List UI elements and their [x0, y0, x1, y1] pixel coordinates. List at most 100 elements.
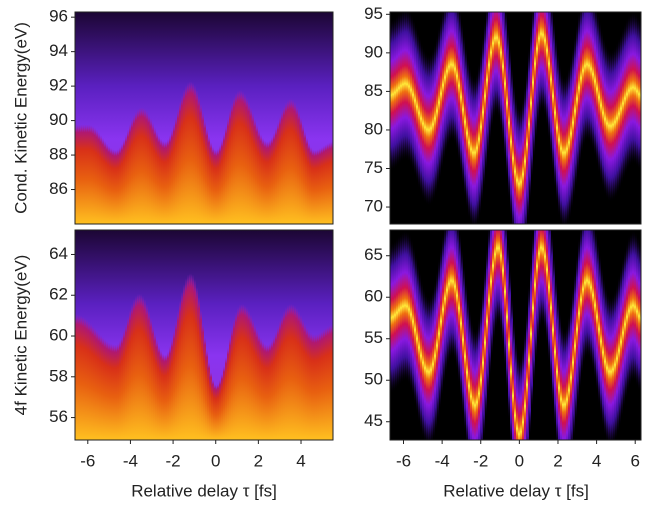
heat-column	[466, 56, 469, 210]
heat-column	[396, 237, 399, 389]
heat-column	[283, 105, 286, 224]
heat-column	[279, 116, 282, 224]
heat-column	[185, 278, 188, 440]
heat-column	[75, 314, 78, 440]
heat-column	[634, 231, 637, 383]
heat-column	[424, 50, 427, 204]
plot-frame	[74, 229, 334, 441]
heat-column	[193, 85, 196, 224]
heat-column	[137, 108, 140, 224]
heat-column	[91, 325, 94, 440]
heat-column	[582, 12, 585, 147]
heat-column	[610, 49, 613, 203]
heat-column	[305, 326, 308, 440]
heat-column	[538, 12, 541, 115]
heat-column	[580, 230, 583, 376]
heat-column	[109, 343, 112, 440]
x-tick-label: -6	[80, 451, 95, 470]
heat-column	[406, 230, 409, 382]
x-tick-label: 6	[630, 451, 639, 470]
heat-column	[550, 12, 553, 156]
heat-column	[123, 139, 126, 224]
heat-column	[538, 230, 541, 330]
heat-column	[632, 12, 635, 164]
heat-column	[492, 12, 495, 120]
heat-column	[265, 344, 268, 440]
y-tick-label: 90	[364, 42, 383, 61]
heat-column	[392, 241, 395, 393]
heat-column	[99, 134, 102, 224]
heat-column	[285, 102, 288, 224]
heat-column	[313, 150, 316, 224]
heat-column	[169, 135, 172, 224]
heat-column	[289, 303, 292, 440]
x-axis-label: Relative delay τ [fs]	[131, 481, 277, 500]
heat-column	[586, 12, 589, 141]
heat-column	[398, 12, 401, 165]
heat-column	[504, 12, 507, 161]
heat-column	[221, 140, 224, 224]
x-tick-label: 0	[515, 451, 524, 470]
heat-column	[414, 24, 417, 177]
heat-column	[484, 19, 487, 173]
heat-column	[630, 231, 633, 383]
heat-column	[410, 13, 413, 167]
heat-column	[153, 127, 156, 224]
heat-column	[454, 230, 457, 363]
heat-column	[231, 327, 234, 440]
heat-column	[566, 323, 569, 440]
heat-column	[221, 373, 224, 440]
heat-column	[454, 12, 457, 146]
heat-column	[239, 304, 242, 440]
heat-column	[305, 137, 308, 224]
heat-column	[313, 334, 316, 440]
heat-column	[79, 315, 82, 440]
heat-column	[560, 72, 563, 224]
heat-column	[299, 117, 302, 224]
heat-column	[544, 12, 547, 117]
heat-column	[163, 141, 166, 224]
heat-column	[261, 341, 264, 440]
heat-column	[530, 258, 533, 410]
heat-column	[219, 145, 222, 224]
heat-column	[502, 12, 505, 143]
heat-column	[420, 42, 423, 195]
heat-column	[626, 241, 629, 393]
heat-column	[213, 384, 216, 440]
heat-column	[317, 333, 320, 440]
heat-column	[556, 296, 559, 440]
heat-column	[562, 329, 565, 440]
heat-column	[309, 146, 312, 224]
heat-column	[131, 303, 134, 440]
heat-column	[273, 336, 276, 440]
heat-column	[444, 12, 447, 154]
heat-column	[558, 312, 561, 440]
heat-column	[506, 26, 509, 180]
heat-column	[572, 286, 575, 439]
heat-column	[231, 102, 234, 224]
heat-column	[139, 293, 142, 440]
heat-column	[249, 107, 252, 224]
heat-column	[396, 14, 399, 167]
heat-column	[281, 315, 284, 440]
heat-column	[506, 241, 509, 393]
heat-column	[307, 330, 310, 440]
heat-column	[261, 137, 264, 224]
heat-column	[520, 356, 523, 440]
x-tick-label: -6	[396, 451, 411, 470]
heat-column	[406, 12, 409, 161]
heat-column	[75, 124, 78, 224]
heat-column	[195, 89, 198, 224]
heat-column	[93, 327, 96, 440]
heat-column	[101, 336, 104, 440]
x-tick-label: -4	[435, 451, 450, 470]
heat-column	[446, 230, 449, 366]
heat-column	[524, 84, 527, 224]
heat-column	[297, 110, 300, 224]
heat-column	[83, 124, 86, 224]
heat-column	[400, 232, 403, 384]
x-tick-label: 2	[553, 451, 562, 470]
heat-column	[281, 110, 284, 224]
heat-column	[77, 124, 80, 224]
heat-column	[536, 12, 539, 126]
